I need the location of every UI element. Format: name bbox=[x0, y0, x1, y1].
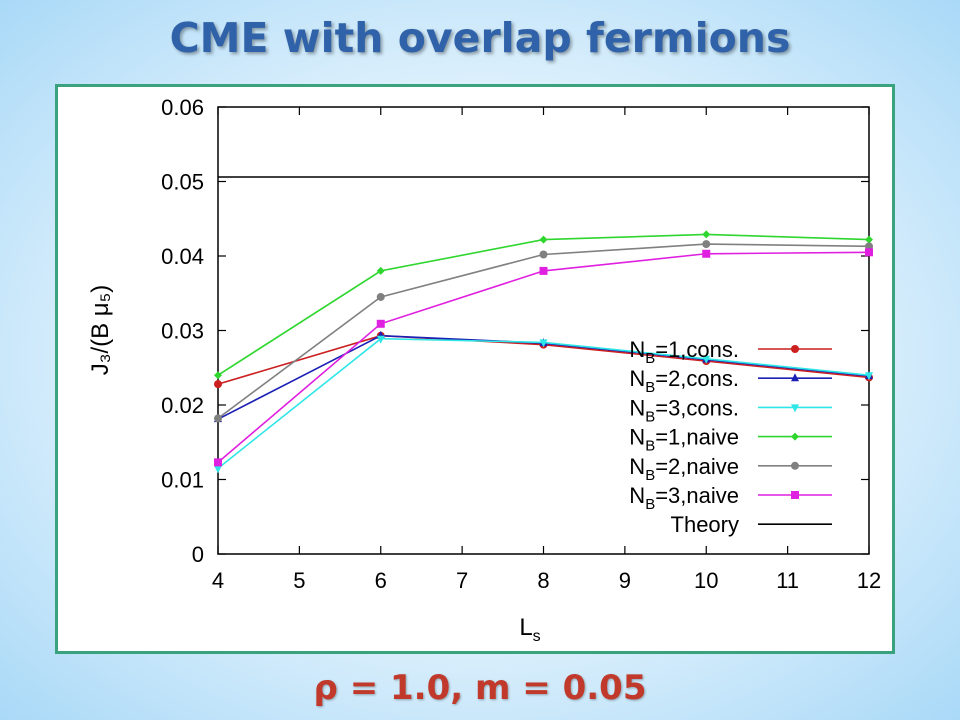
x-axis-ticks: 4 5 6 7 8 9 10 11 12 bbox=[212, 107, 881, 593]
series-layer bbox=[214, 176, 873, 474]
x-tick-label: 11 bbox=[776, 568, 799, 593]
data-point bbox=[539, 339, 548, 348]
y-tick-label: 0.05 bbox=[161, 170, 204, 195]
data-point bbox=[702, 230, 711, 239]
y-axis-label: J₃/(B μ₅) bbox=[87, 285, 114, 376]
data-point bbox=[539, 250, 548, 259]
legend-swatch-marker bbox=[791, 491, 799, 499]
data-point bbox=[539, 235, 548, 244]
legend-label: NB=1,naive bbox=[629, 425, 739, 455]
plot-area-border bbox=[217, 106, 870, 555]
x-tick-label: 9 bbox=[619, 568, 631, 593]
x-tick-label: 5 bbox=[293, 568, 305, 593]
series-6 bbox=[214, 248, 873, 467]
legend-label: NB=2,cons. bbox=[629, 366, 739, 396]
data-point bbox=[214, 465, 222, 474]
data-point bbox=[702, 249, 711, 258]
legend-label: NB=3,naive bbox=[629, 483, 739, 513]
legend-swatch-marker bbox=[791, 345, 799, 353]
series-3 bbox=[214, 335, 873, 474]
legend-swatch-marker bbox=[791, 404, 799, 413]
y-tick-label: 0 bbox=[192, 542, 204, 567]
data-point bbox=[539, 266, 548, 275]
data-point bbox=[376, 292, 385, 301]
x-tick-label: 7 bbox=[456, 568, 468, 593]
data-point bbox=[214, 414, 222, 423]
data-point bbox=[702, 355, 711, 364]
data-point bbox=[865, 248, 873, 257]
slide-title: CME with overlap fermions bbox=[169, 14, 791, 62]
line-chart: 0 0.01 0.02 0.03 0.04 0.05 0.06 4 5 6 7 8 9 10 11 12 N… bbox=[87, 95, 881, 645]
series-line bbox=[217, 251, 870, 463]
x-axis-label: Ls bbox=[519, 614, 540, 645]
data-point bbox=[702, 240, 711, 249]
legend-swatch-marker bbox=[791, 461, 799, 470]
series-4 bbox=[214, 230, 873, 380]
y-tick-label: 0.04 bbox=[161, 244, 204, 269]
data-point bbox=[865, 235, 873, 244]
y-axis-ticks: 0 0.01 0.02 0.03 0.04 0.05 0.06 bbox=[161, 95, 869, 567]
data-point bbox=[214, 371, 222, 380]
y-tick-label: 0.01 bbox=[161, 468, 204, 493]
chart-frame: 0 0.01 0.02 0.03 0.04 0.05 0.06 4 5 6 7 8 9 10 11 12 N… bbox=[55, 84, 895, 654]
legend-label: NB=1,cons. bbox=[629, 337, 739, 367]
y-tick-label: 0.02 bbox=[161, 393, 204, 418]
y-tick-label: 0.03 bbox=[161, 319, 204, 344]
data-point bbox=[214, 458, 222, 467]
legend-label: NB=3,cons. bbox=[629, 395, 739, 425]
x-tick-label: 6 bbox=[375, 568, 387, 593]
series-line bbox=[217, 337, 870, 469]
x-tick-label: 4 bbox=[212, 568, 224, 593]
x-tick-label: 8 bbox=[537, 568, 549, 593]
legend-swatch-marker bbox=[791, 432, 799, 441]
data-point bbox=[214, 380, 222, 389]
legend-swatch-marker bbox=[791, 373, 799, 382]
data-point bbox=[376, 266, 385, 275]
legend: NB=1,cons.NB=2,cons.NB=3,cons.NB=1,naive… bbox=[629, 337, 832, 537]
parameters-caption: ρ = 1.0, m = 0.05 bbox=[313, 668, 647, 708]
x-tick-label: 10 bbox=[694, 568, 718, 593]
data-point bbox=[376, 319, 385, 328]
data-point bbox=[865, 372, 873, 381]
legend-label: NB=2,naive bbox=[629, 454, 739, 484]
data-point bbox=[376, 335, 385, 344]
legend-label: Theory bbox=[671, 512, 739, 537]
y-tick-label: 0.06 bbox=[161, 95, 204, 120]
x-tick-label: 12 bbox=[857, 568, 881, 593]
